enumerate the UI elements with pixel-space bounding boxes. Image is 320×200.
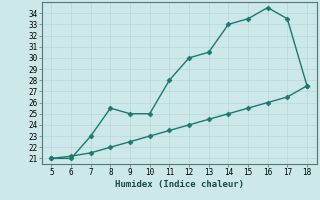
- X-axis label: Humidex (Indice chaleur): Humidex (Indice chaleur): [115, 180, 244, 189]
